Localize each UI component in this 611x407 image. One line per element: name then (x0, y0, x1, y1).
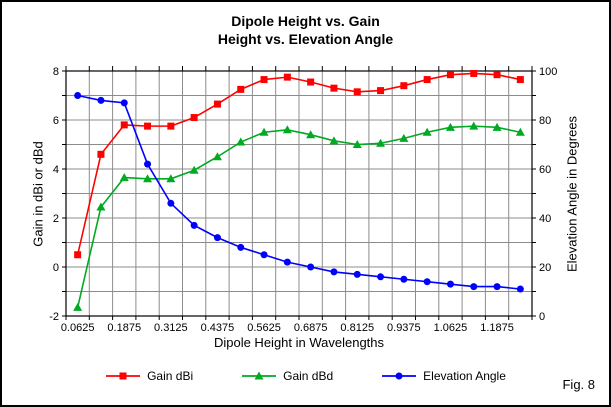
legend-item-elevation-angle: Elevation Angle (381, 369, 506, 383)
svg-text:100: 100 (539, 66, 557, 78)
svg-text:6: 6 (53, 115, 59, 127)
svg-text:2: 2 (53, 213, 59, 225)
series-elevation-angle (74, 92, 524, 293)
gain-dbd-marker-icon (242, 371, 277, 380)
chart-legend: Gain dBi Gain dBd Elevation Angle (2, 369, 609, 383)
svg-text:0: 0 (539, 311, 545, 323)
svg-text:60: 60 (539, 164, 551, 176)
elevation-angle-marker-icon (382, 372, 417, 380)
tick-labels: 0.0625 0.1875 0.3125 0.4375 0.5625 0.6875 0.81… (49, 66, 557, 334)
svg-text:0.5625: 0.5625 (247, 322, 281, 334)
legend-item-gain-dbd: Gain dBd (241, 369, 333, 383)
legend-item-gain-dbi: Gain dBi (105, 369, 193, 383)
svg-text:0.6875: 0.6875 (294, 322, 328, 334)
svg-text:4: 4 (53, 164, 59, 176)
y-axis-title-left: Gain in dBi or dBd (30, 141, 46, 247)
svg-text:8: 8 (53, 66, 59, 78)
gain-dbi-marker-icon (106, 372, 141, 380)
chart-title-line1: Dipole Height vs. Gain (231, 13, 380, 29)
svg-text:1.0625: 1.0625 (434, 322, 468, 334)
svg-text:20: 20 (539, 262, 551, 274)
axes (62, 66, 536, 320)
svg-text:0.3125: 0.3125 (154, 322, 188, 334)
svg-text:0.1875: 0.1875 (107, 322, 141, 334)
svg-text:40: 40 (539, 213, 551, 225)
series-gain-dbd (73, 121, 525, 311)
svg-text:0: 0 (53, 262, 59, 274)
legend-label-gain-dbd: Gain dBd (283, 369, 334, 383)
legend-label-gain-dbi: Gain dBi (147, 369, 194, 383)
legend-label-elevation-angle: Elevation Angle (423, 369, 506, 383)
svg-text:0.4375: 0.4375 (201, 322, 235, 334)
svg-text:0.9375: 0.9375 (387, 322, 421, 334)
svg-text:0.8125: 0.8125 (340, 322, 374, 334)
svg-text:-2: -2 (49, 311, 59, 323)
chart-title-line2: Height vs. Elevation Angle (217, 31, 394, 47)
svg-text:80: 80 (539, 115, 551, 127)
series-gain-dbi (74, 69, 524, 259)
svg-text:0.0625: 0.0625 (61, 322, 95, 334)
gridlines (66, 71, 532, 316)
figure-caption: Fig. 8 (562, 377, 595, 392)
x-axis-title: Dipole Height in Wavelengths (213, 335, 385, 350)
chart-title: Dipole Height vs. Gain Height vs. Elevat… (2, 12, 609, 48)
svg-text:1.1875: 1.1875 (480, 322, 514, 334)
y-axis-title-right: Elevation Angle in Degrees (564, 115, 580, 273)
